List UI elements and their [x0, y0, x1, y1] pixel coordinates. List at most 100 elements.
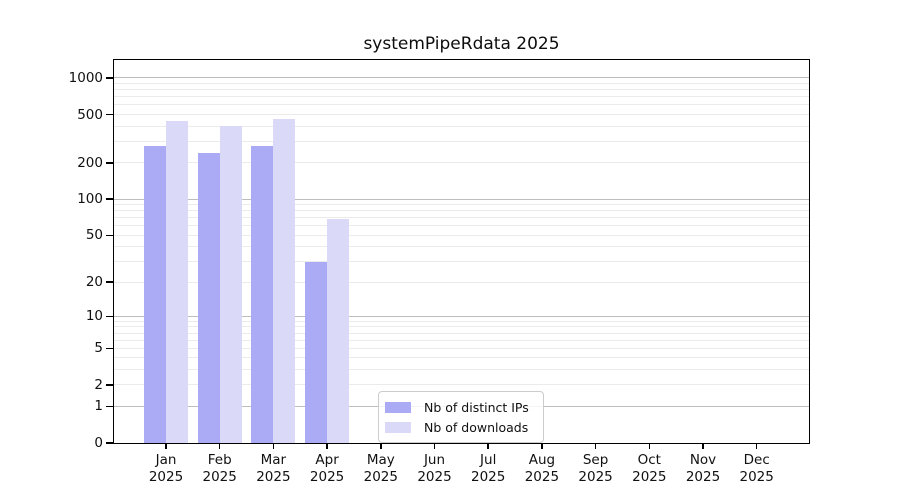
x-tick-label-nov: Nov 2025: [675, 452, 731, 486]
legend-label-downloads: Nb of downloads: [424, 419, 529, 435]
x-tick-year: 2025: [578, 469, 613, 485]
x-tick-label-jan: Jan 2025: [138, 452, 194, 486]
x-tick-month: Jul: [480, 452, 497, 468]
gridline-minor: [114, 104, 809, 106]
gridline-minor: [114, 89, 809, 91]
y-tick-mark: [106, 198, 113, 200]
gridline-minor: [114, 332, 809, 334]
x-tick-year: 2025: [632, 469, 667, 485]
bar-downloads-apr: [327, 219, 350, 443]
y-tick-mark: [106, 281, 113, 283]
gridline-minor: [114, 326, 809, 328]
x-tick-month: Dec: [743, 452, 770, 468]
legend-item-downloads: Nb of downloads: [385, 417, 535, 437]
gridline-minor: [114, 384, 809, 386]
bar-distinct-ips-feb: [197, 153, 220, 443]
legend-label-distinct-ips: Nb of distinct IPs: [424, 399, 529, 415]
gridline-minor: [114, 83, 809, 85]
y-tick-mark: [106, 162, 113, 164]
y-tick-label-5: 5: [94, 340, 103, 357]
y-tick-mark: [106, 234, 113, 237]
x-tick-month: Oct: [637, 452, 661, 468]
legend-swatch-downloads: [385, 421, 411, 433]
x-tick-label-apr: Apr 2025: [299, 452, 355, 486]
x-tick-year: 2025: [471, 469, 506, 485]
gridline-minor: [114, 114, 809, 116]
gridline-minor: [114, 320, 809, 322]
x-tick-mark: [594, 444, 597, 449]
bar-downloads-mar: [273, 118, 296, 443]
x-tick-month: May: [366, 452, 395, 468]
x-tick-mark: [541, 444, 543, 449]
y-tick-mark: [106, 315, 113, 318]
x-tick-month: Jan: [155, 452, 177, 468]
x-tick-month: Mar: [260, 452, 287, 468]
y-tick-label-1: 1: [94, 398, 103, 415]
y-tick-mark: [106, 384, 113, 386]
bar-downloads-jan: [166, 120, 188, 443]
gridline-major: [114, 198, 809, 200]
x-tick-mark: [433, 444, 436, 449]
gridline-major: [114, 77, 809, 79]
x-tick-year: 2025: [202, 469, 237, 485]
x-tick-year: 2025: [148, 469, 184, 485]
gridline-minor: [114, 339, 809, 341]
gridline-minor: [114, 210, 809, 212]
x-tick-year: 2025: [363, 469, 398, 485]
x-tick-year: 2025: [309, 469, 345, 485]
x-tick-label-jul: Jul 2025: [460, 452, 516, 486]
x-tick-year: 2025: [739, 469, 774, 485]
y-tick-label-500: 500: [77, 106, 103, 123]
gridline-minor: [114, 140, 809, 142]
x-tick-year: 2025: [256, 469, 291, 485]
x-tick-mark: [648, 444, 651, 449]
gridline-minor: [114, 96, 809, 98]
legend-swatch-distinct-ips: [385, 401, 411, 413]
legend: Nb of distinct IPs Nb of downloads: [378, 391, 544, 443]
y-tick-label-200: 200: [77, 154, 103, 171]
gridline-minor: [114, 347, 809, 349]
gridline-minor: [114, 357, 809, 359]
y-tick-label-100: 100: [77, 191, 103, 208]
x-tick-mark: [380, 444, 382, 449]
y-tick-label-10: 10: [85, 308, 103, 325]
x-tick-mark: [165, 444, 167, 449]
x-tick-mark: [326, 444, 328, 449]
x-tick-label-dec: Dec 2025: [729, 452, 785, 486]
x-tick-month: Nov: [689, 452, 717, 468]
x-tick-label-oct: Oct 2025: [621, 452, 677, 486]
x-tick-label-may: May 2025: [353, 452, 409, 486]
y-tick-label-20: 20: [85, 274, 103, 291]
y-tick-label-0: 0: [94, 435, 103, 451]
gridline-minor: [114, 204, 809, 206]
x-tick-label-jun: Jun 2025: [407, 452, 463, 486]
x-tick-month: Aug: [528, 452, 556, 468]
x-tick-month: Feb: [207, 452, 232, 468]
x-tick-label-feb: Feb 2025: [192, 452, 248, 486]
x-tick-mark: [272, 444, 275, 449]
x-tick-label-aug: Aug 2025: [514, 452, 570, 486]
y-tick-label-50: 50: [85, 227, 103, 244]
plot-area: Nb of distinct IPs Nb of downloads: [113, 59, 810, 444]
x-tick-year: 2025: [685, 469, 721, 485]
bar-downloads-feb: [219, 126, 242, 443]
chart-title: systemPipeRdata 2025: [363, 34, 560, 54]
x-tick-month: Jun: [423, 452, 446, 468]
x-tick-mark: [487, 444, 489, 449]
gridline-minor: [114, 246, 809, 248]
y-tick-label-1000: 1000: [68, 69, 103, 86]
y-tick-mark: [106, 77, 113, 79]
gridline-minor: [114, 281, 809, 283]
gridline-minor: [114, 217, 809, 219]
x-tick-year: 2025: [417, 469, 452, 485]
y-tick-mark: [106, 113, 113, 116]
x-tick-label-mar: Mar 2025: [245, 452, 301, 486]
x-tick-year: 2025: [524, 469, 560, 485]
bar-distinct-ips-jan: [144, 146, 166, 443]
gridline-minor: [114, 369, 809, 371]
y-tick-label-2: 2: [94, 376, 103, 393]
gridline-minor: [114, 234, 809, 236]
x-tick-mark: [702, 444, 704, 449]
gridline-minor: [114, 162, 809, 164]
